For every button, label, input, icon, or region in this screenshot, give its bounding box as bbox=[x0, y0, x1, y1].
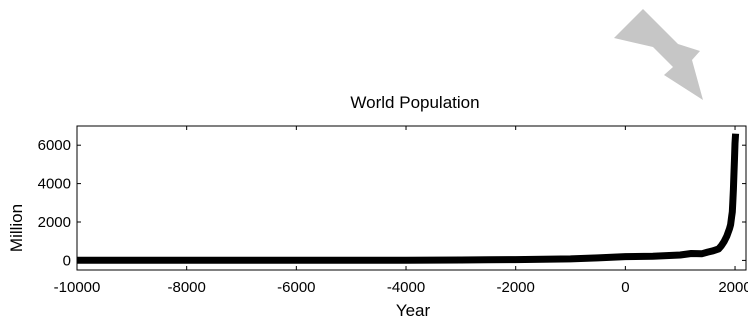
annotation-arrow bbox=[614, 9, 703, 100]
x-tick-label: -6000 bbox=[277, 279, 315, 296]
chart-title: World Population bbox=[350, 93, 479, 112]
x-tick-label: -10000 bbox=[54, 279, 101, 296]
series-layer bbox=[77, 133, 740, 264]
y-axis-label: Million bbox=[7, 204, 26, 252]
x-tick-label: -4000 bbox=[387, 279, 425, 296]
axis-ticks: -10000 -8000 -6000 -4000 -2000 0 2000 0 2000 4000… bbox=[38, 126, 748, 296]
plot-frame bbox=[76, 125, 747, 271]
y-tick-label: 4000 bbox=[38, 176, 71, 193]
y-tick-label: 6000 bbox=[38, 137, 71, 154]
x-tick-label: 2000 bbox=[718, 279, 748, 296]
y-tick-label: 0 bbox=[63, 252, 71, 269]
x-axis-label: Year bbox=[396, 301, 431, 320]
x-tick-label: -2000 bbox=[497, 279, 535, 296]
x-tick-label: 0 bbox=[621, 279, 629, 296]
y-tick-label: 2000 bbox=[38, 214, 71, 231]
population-line bbox=[77, 133, 740, 264]
x-tick-label: -8000 bbox=[167, 279, 205, 296]
